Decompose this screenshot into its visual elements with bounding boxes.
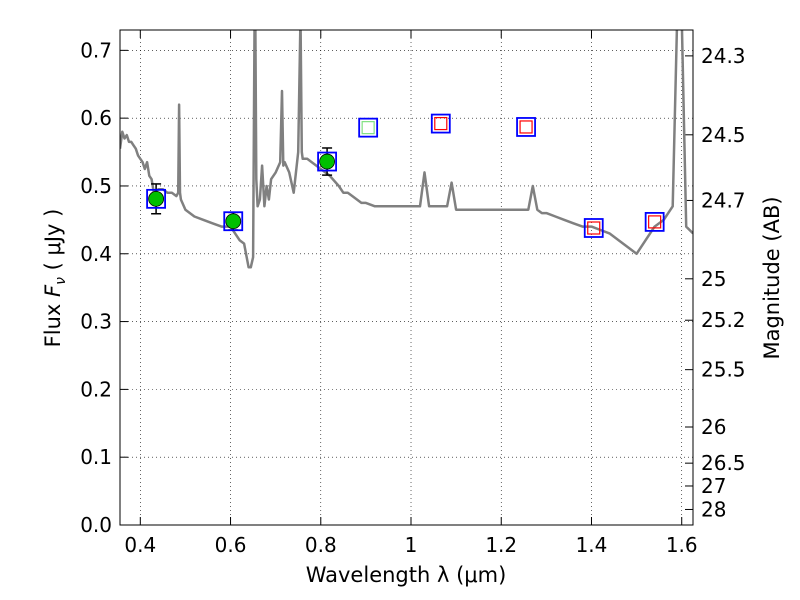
y-tick-label: 0.3	[80, 310, 112, 334]
y-tick-label: 0.0	[80, 513, 112, 537]
flux-point	[225, 213, 242, 230]
flux-point	[148, 190, 164, 207]
upper-limit-square	[519, 120, 533, 134]
y2-tick-label: 26	[701, 415, 726, 439]
x-tick-label: 0.8	[305, 533, 337, 557]
y2-tick-label: 25.5	[701, 358, 746, 382]
grid-lines	[120, 30, 693, 526]
y-tick-label: 0.7	[80, 38, 112, 62]
upper-limit-square	[361, 121, 375, 135]
y-tick-label: 0.5	[80, 174, 112, 198]
y2-tick-label: 25.2	[701, 308, 746, 332]
y2-tick-label: 27	[701, 474, 726, 498]
y2-tick-label: 24.3	[701, 44, 746, 68]
band-flux-square	[516, 117, 536, 137]
y-axis-label: Flux Fν ( μJy )	[41, 209, 69, 348]
y-tick-label: 0.2	[80, 377, 112, 401]
band-flux-square	[317, 151, 337, 172]
band-flux-square	[430, 113, 451, 134]
axis-ticks	[120, 30, 693, 526]
upper-limit-square	[587, 221, 601, 235]
x-tick-label: 1	[405, 533, 418, 557]
y-tick-label: 0.1	[80, 445, 112, 469]
y2-tick-label: 24.5	[701, 123, 746, 147]
flux-point	[319, 153, 335, 170]
y-tick-label: 0.4	[80, 242, 112, 266]
band-flux-square	[644, 211, 665, 232]
upper-limit-square	[648, 215, 662, 229]
x-tick-label: 0.6	[215, 533, 247, 557]
tick-labels: 0.4 0.6 0.8 1 1.2 1.4 1.6 0.0 0.1 0.2 0.3 0.4 0.5 0.6…	[80, 38, 745, 557]
plot-area	[120, 30, 693, 525]
upper-limit-square	[434, 116, 448, 131]
x-tick-label: 0.4	[124, 533, 156, 557]
x-tick-label: 1.4	[576, 533, 608, 557]
y-tick-label: 0.6	[80, 106, 112, 130]
plot-frame	[119, 29, 694, 526]
band-flux-square	[223, 211, 244, 232]
band-flux-square	[358, 117, 379, 138]
x-tick-label: 1.6	[666, 533, 698, 557]
spectrum-line	[120, 30, 693, 269]
y2-tick-label: 24.7	[701, 188, 746, 212]
band-flux-square	[146, 188, 166, 209]
y2-tick-label: 25	[701, 267, 726, 291]
y2-tick-label: 26.5	[701, 451, 746, 475]
band-flux-square	[583, 218, 604, 238]
x-axis-label: Wavelength λ (μm)	[306, 563, 507, 587]
y2-tick-label: 28	[701, 497, 726, 521]
data-marks	[120, 30, 693, 269]
x-tick-label: 1.2	[485, 533, 517, 557]
y2-axis-label: Magnitude (AB)	[760, 196, 784, 359]
